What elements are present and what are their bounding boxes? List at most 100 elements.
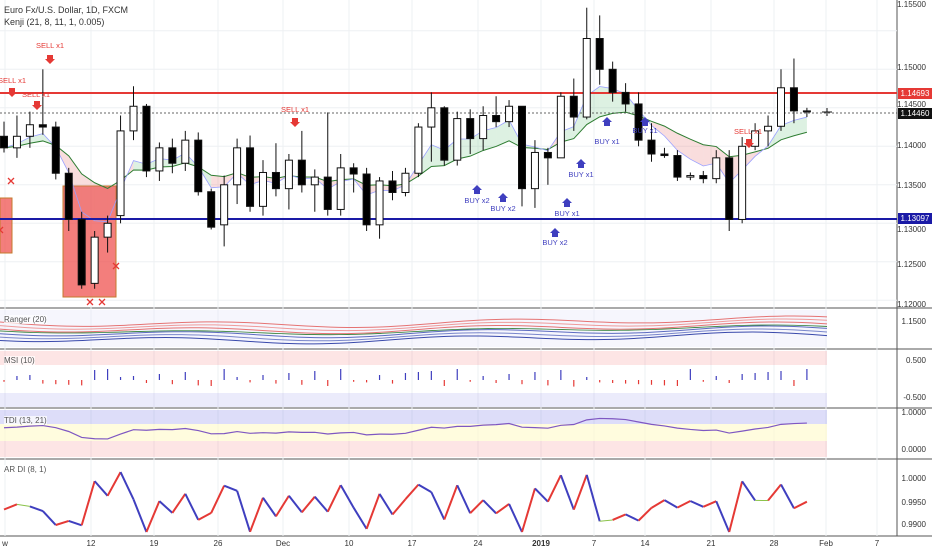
candle-body: [777, 87, 785, 127]
x-mark-icon: [86, 298, 94, 306]
ardi-segment: [572, 474, 588, 510]
symbol-title: Euro Fx/U.S. Dollar, 1D, FXCM: [4, 5, 129, 15]
tdi-line: [3, 417, 807, 440]
cloud-segment: [94, 182, 108, 222]
time-tick: 26: [213, 539, 223, 548]
ardi-segment: [301, 496, 316, 513]
time-tick: 24: [473, 539, 483, 548]
ardi-segment: [55, 519, 70, 526]
time-tick: Feb: [819, 539, 833, 548]
candle-body: [414, 126, 423, 174]
buy-arrow-icon: [640, 117, 650, 126]
candle-body: [673, 155, 682, 178]
ardi-segment: [715, 500, 731, 533]
candle-body: [569, 95, 578, 118]
tdi-panel-label: TDI (13, 21): [4, 416, 47, 425]
sell-signal-label: SELL x1: [733, 127, 763, 136]
ranger-panel-label: Ranger (20): [4, 315, 47, 324]
x-mark-icon: [98, 298, 106, 306]
candle-body: [530, 151, 539, 190]
ardi-segment: [68, 519, 83, 527]
ardi-segment: [404, 483, 420, 500]
candle-body: [479, 115, 488, 140]
candle-body: [246, 147, 255, 207]
ardi-segment: [741, 480, 756, 501]
ardi-segment: [3, 503, 18, 511]
ardi-segment: [417, 483, 432, 493]
x-mark-icon: [0, 226, 4, 234]
time-tick: 7: [591, 539, 597, 548]
candle-body: [310, 176, 319, 186]
ardi-segment: [728, 481, 744, 533]
ardi-segment: [145, 500, 161, 533]
ardi-segment: [42, 510, 57, 526]
candle-body: [453, 118, 462, 161]
candle-body: [233, 147, 242, 186]
candle-body: [0, 135, 8, 149]
candle-body: [764, 125, 773, 132]
buy-signal-label: BUY x2: [464, 196, 490, 205]
sell-signal-label: SELL x1: [21, 90, 51, 99]
candle-body: [207, 191, 216, 228]
ardi-segment: [158, 500, 174, 514]
cloud-segment: [690, 139, 704, 167]
candle-body: [492, 115, 501, 123]
sell-signal-label: SELL x1: [280, 105, 310, 114]
ranger-band: [0, 331, 828, 345]
ardi-segment: [482, 499, 497, 515]
sell-arrow-icon: [744, 139, 754, 148]
time-tick: 21: [706, 539, 716, 548]
candle-body: [323, 176, 332, 210]
msi-panel-label: MSI (10): [4, 356, 35, 365]
ardi-segment: [430, 491, 446, 520]
buy-arrow-icon: [472, 185, 482, 194]
x-mark-icon: [7, 177, 15, 185]
candle-body: [401, 172, 410, 193]
buy-arrow-icon: [576, 159, 586, 168]
candle-body: [582, 38, 591, 118]
ardi-segment: [262, 497, 277, 517]
time-tick: 28: [769, 539, 779, 548]
x-mark-icon: [112, 262, 120, 270]
ardi-segment: [29, 505, 44, 513]
ranger-band: [0, 315, 828, 328]
ardi-segment: [378, 493, 394, 516]
msi-lower-zone: [0, 393, 827, 407]
ranger-band: [0, 324, 828, 336]
sell-arrow-icon: [32, 101, 42, 110]
ardi-segment: [326, 484, 342, 513]
candle-body: [284, 159, 293, 190]
ranger-band: [0, 318, 828, 332]
tdi-mid-zone: [0, 424, 827, 441]
ranger-tick: 1.1500: [901, 317, 926, 326]
msi-upper-zone: [0, 351, 827, 365]
price-tick: 1.15000: [897, 63, 926, 72]
candle-body: [271, 171, 280, 190]
ardi-segment: [780, 484, 795, 509]
ardi-segment: [132, 498, 148, 533]
buy-signal-label: BUY x1: [554, 209, 580, 218]
buy-arrow-icon: [498, 193, 508, 202]
ardi-tick: 0.9950: [901, 498, 926, 507]
candle-body: [595, 38, 604, 70]
cloud-segment: [29, 133, 43, 144]
sell-arrow-icon: [290, 118, 300, 127]
ranger-band: [0, 321, 828, 335]
support-price-tag: 1.13097: [898, 213, 932, 224]
cloud-segment: [496, 120, 510, 147]
ardi-segment: [391, 498, 407, 516]
candle-body: [660, 153, 669, 157]
ardi-segment: [352, 507, 368, 530]
candle-body: [142, 105, 151, 172]
sell-arrow-icon: [45, 55, 55, 64]
candle-body: [64, 172, 73, 220]
cloud-segment: [664, 126, 678, 151]
ranger-band: [0, 328, 828, 342]
candle-body: [375, 180, 384, 226]
msi-tick: -0.500: [903, 393, 926, 402]
candle-body: [220, 184, 229, 226]
buy-signal-label: BUY x2: [490, 204, 516, 213]
ardi-segment: [184, 493, 200, 521]
